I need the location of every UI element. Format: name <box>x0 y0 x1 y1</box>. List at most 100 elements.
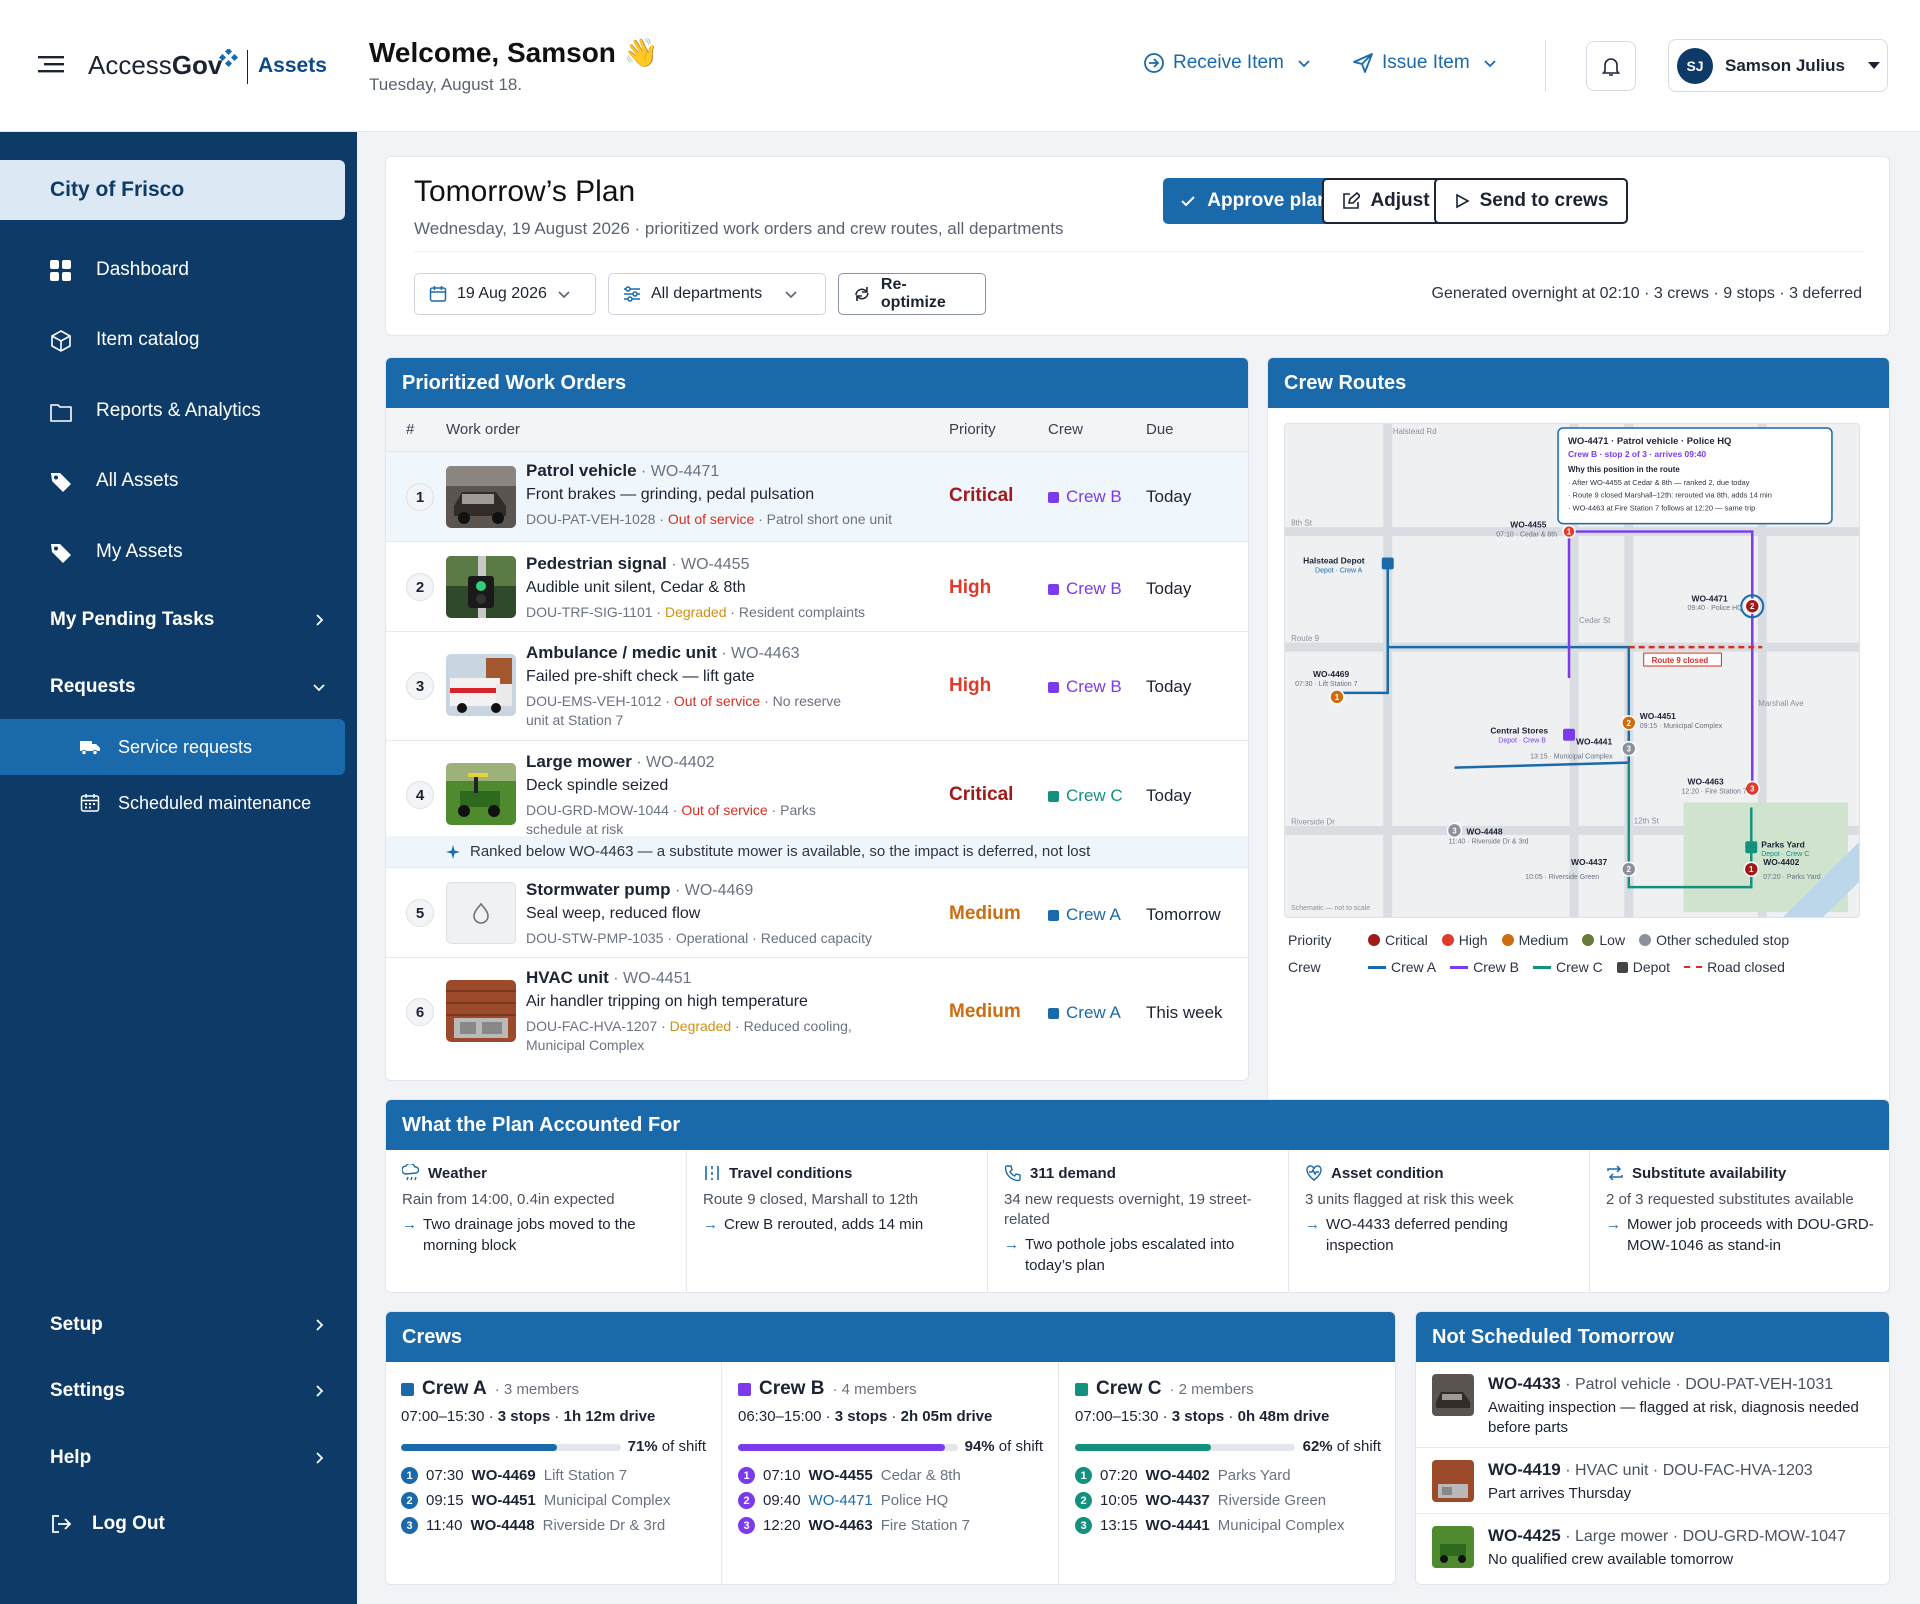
sidebar-item-service-requests[interactable]: Service requests <box>0 719 345 775</box>
approve-plan-button[interactable]: Approve plan <box>1163 178 1345 224</box>
sidebar-item-settings[interactable]: Settings <box>0 1363 345 1419</box>
col-work-order[interactable]: Work order <box>446 421 520 438</box>
logout-button[interactable]: Log Out <box>0 1496 345 1552</box>
crew-tag[interactable]: Crew B <box>1048 579 1122 599</box>
crew-tag[interactable]: Crew A <box>1048 1003 1121 1023</box>
work-order-meta: DOU-STW-PMP-1035 · Operational · Reduced… <box>526 930 872 946</box>
col-due[interactable]: Due <box>1146 421 1174 438</box>
priority-badge: High <box>949 577 992 598</box>
col-priority[interactable]: Priority <box>949 421 996 438</box>
adjust-button[interactable]: Adjust <box>1322 178 1450 224</box>
legend-critical: Critical <box>1385 932 1428 948</box>
street-label: Marshall Ave <box>1758 699 1804 708</box>
sidebar-item-setup[interactable]: Setup <box>0 1297 345 1353</box>
crew-card-c[interactable]: Crew C · 2 members 07:00–15:30 · 3 stops… <box>1075 1378 1381 1534</box>
crews-card: Crews Crew A · 3 members 07:00–15:30 · 3… <box>385 1311 1396 1585</box>
swap-icon <box>1607 1165 1623 1181</box>
page-title: Tomorrow’s Plan <box>414 175 636 208</box>
org-selector[interactable]: City of Frisco <box>0 160 345 220</box>
depot-pins <box>1381 557 1758 854</box>
work-order-meta: DOU-TRF-SIG-1101 · Degraded · Resident c… <box>526 604 865 620</box>
not-scheduled-title-line: WO-4433 · Patrol vehicle · DOU-PAT-VEH-1… <box>1488 1374 1834 1393</box>
crews-title: Crews <box>386 1312 1395 1362</box>
sidebar-item-all-assets[interactable]: All Assets <box>0 453 345 509</box>
wo-link[interactable]: WO-4471 <box>808 1492 873 1509</box>
sidebar-item-reports[interactable]: Reports & Analytics <box>0 383 345 439</box>
depot-icon <box>1563 728 1575 741</box>
menu-icon[interactable] <box>38 54 64 74</box>
refresh-icon <box>855 287 869 301</box>
chevron-down-icon <box>558 291 570 299</box>
row-number: 2 <box>406 573 434 601</box>
list-item[interactable]: WO-4419 · HVAC unit · DOU-FAC-HVA-1203 P… <box>1416 1448 1889 1514</box>
crew-stop: 1 07:10 WO-4455 Cedar & 8th <box>738 1467 1043 1484</box>
sidebar-item-label: Reports & Analytics <box>96 400 261 421</box>
folder-icon <box>50 404 72 422</box>
road-closed-label: Route 9 closed <box>1652 656 1709 665</box>
issue-item-button[interactable]: Issue Item <box>1352 52 1498 74</box>
asset-photo-placeholder <box>446 882 516 944</box>
sidebar-item-requests[interactable]: Requests <box>0 659 345 715</box>
notifications-button[interactable] <box>1586 41 1636 91</box>
generated-info: Generated overnight at 02:10 · 3 crews ·… <box>1431 285 1862 302</box>
sidebar-item-scheduled-maintenance[interactable]: Scheduled maintenance <box>0 775 345 831</box>
sidebar-item-my-assets[interactable]: My Assets <box>0 524 345 580</box>
date-filter[interactable]: 19 Aug 2026 <box>414 273 596 315</box>
sidebar-item-label: My Pending Tasks <box>50 609 215 630</box>
sidebar-item-help[interactable]: Help <box>0 1430 345 1486</box>
table-row[interactable]: 1 Patrol vehicle · WO-4471 Front brakes … <box>386 452 1248 542</box>
table-row[interactable]: 4 Large mower · WO-4402 Deck spindle sei… <box>386 741 1248 837</box>
table-row[interactable]: 2 Pedestrian signal · WO-4455 Audible un… <box>386 542 1248 632</box>
due-value: Today <box>1146 579 1192 598</box>
row-number: 3 <box>406 672 434 700</box>
sidebar-item-item-catalog[interactable]: Item catalog <box>0 312 345 368</box>
crew-tag[interactable]: Crew A <box>1048 905 1121 925</box>
reoptimize-button[interactable]: Re-optimize <box>838 273 986 315</box>
adjust-label: Adjust <box>1370 190 1430 211</box>
user-menu[interactable]: SJ Samson Julius <box>1668 39 1888 92</box>
legend-depot: Depot <box>1632 959 1671 975</box>
popup-why: Why this position in the route <box>1568 465 1680 474</box>
receive-item-button[interactable]: Receive Item <box>1143 52 1312 74</box>
svg-text:3: 3 <box>1750 785 1755 794</box>
logout-icon <box>52 1515 72 1533</box>
table-row[interactable]: 3 Ambulance / medic unit · WO-4463 Faile… <box>386 632 1248 741</box>
today-date: Tuesday, August 18. <box>369 75 523 94</box>
send-to-crews-label: Send to crews <box>1479 190 1609 211</box>
popup-reason: · After WO-4455 at Cedar & 8th — ranked … <box>1568 478 1750 487</box>
pin-sub: 09:40 · Police HQ <box>1688 605 1744 612</box>
department-filter-value: All departments <box>651 285 763 302</box>
crew-tag[interactable]: Crew B <box>1048 487 1122 507</box>
asset-photo <box>446 556 516 618</box>
col-crew[interactable]: Crew <box>1048 421 1084 438</box>
work-order-desc: Failed pre-shift check — lift gate <box>526 668 755 685</box>
crew-card-b[interactable]: Crew B · 4 members 06:30–15:00 · 3 stops… <box>723 1362 1059 1584</box>
crew-tag[interactable]: Crew B <box>1048 677 1122 697</box>
department-filter[interactable]: All departments <box>608 273 826 315</box>
sidebar-item-dashboard[interactable]: Dashboard <box>0 242 345 298</box>
crew-name: Crew A <box>422 1378 487 1399</box>
due-value: Tomorrow <box>1146 905 1221 924</box>
send-to-crews-button[interactable]: Send to crews <box>1434 178 1628 224</box>
top-bar: AccessGov Assets Welcome, Samson 👋 Tuesd… <box>0 0 1920 132</box>
crew-routes-title: Crew Routes <box>1268 358 1889 408</box>
pin-label: WO-4471 <box>1692 593 1728 603</box>
pin-label: WO-4402 <box>1763 857 1799 867</box>
list-item[interactable]: WO-4425 · Large mower · DOU-GRD-MOW-1047… <box>1416 1514 1889 1584</box>
sidebar-item-pending-tasks[interactable]: My Pending Tasks <box>0 592 345 648</box>
list-item[interactable]: WO-4433 · Patrol vehicle · DOU-PAT-VEH-1… <box>1416 1362 1889 1448</box>
popup-reason: · WO-4463 at Fire Station 7 follows at 1… <box>1568 504 1755 513</box>
pin-sub: 07:30 · Lift Station 7 <box>1295 681 1357 688</box>
crew-tag[interactable]: Crew C <box>1048 786 1123 806</box>
row-number: 1 <box>406 483 434 511</box>
table-row[interactable]: 5 Stormwater pump · WO-4469 Seal weep, r… <box>386 868 1248 958</box>
status-degraded: Degraded <box>669 1018 732 1034</box>
pin-label: WO-4441 <box>1576 737 1612 747</box>
app-logo[interactable]: AccessGov <box>88 50 223 80</box>
crew-card-a[interactable]: Crew A · 3 members 07:00–15:30 · 3 stops… <box>386 1362 722 1584</box>
table-row[interactable]: 6 HVAC unit · WO-4451 Air handler trippi… <box>386 958 1248 1068</box>
work-order-title: Stormwater pump · WO-4469 <box>526 880 754 899</box>
route-map[interactable]: Halstead Rd 8th St Route 9 Cedar St Mars… <box>1284 423 1860 918</box>
status-out-of-service: Out of service <box>673 693 761 709</box>
street-label: 8th St <box>1291 519 1313 528</box>
